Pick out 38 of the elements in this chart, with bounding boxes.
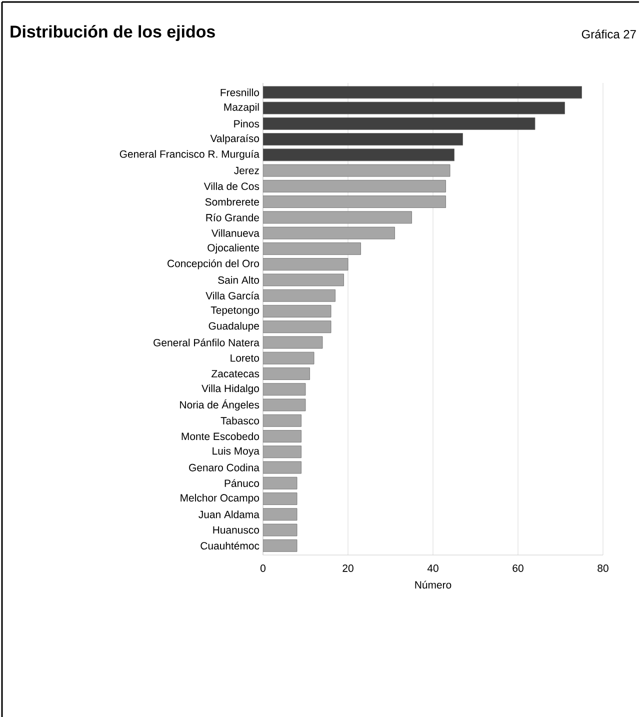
text: Gráfica 27 — [582, 30, 636, 38]
y-tick-label: General Francisco R. Murguía — [120, 150, 260, 160]
y-tick-label: Genaro Codina — [189, 464, 260, 472]
y-tick-label: Villa de Cos — [204, 182, 260, 190]
y-tick-label: Jerez — [234, 166, 259, 174]
y-tick-label: Sain Alto — [218, 276, 260, 284]
y-tick-label: Valparaíso — [210, 134, 260, 144]
x-tick-label: 60 — [512, 564, 524, 572]
y-tick-label: Zacatecas — [212, 370, 260, 378]
y-tick-label: Monte Escobedo — [182, 432, 260, 440]
y-tick-label: Loreto — [230, 354, 260, 362]
y-tick-label: Juan Aldama — [198, 510, 260, 518]
y-tick-label: Fresnillo — [220, 88, 260, 96]
y-tick-label: Huanusco — [213, 526, 260, 534]
x-tick-label: 80 — [598, 564, 608, 572]
x-axis-title: Número — [415, 580, 452, 589]
y-tick-label: Tabasco — [220, 416, 260, 424]
y-tick-label: Concepción del Oro — [168, 259, 260, 270]
y-tick-label: Pánuco — [224, 479, 260, 488]
y-tick-label: Melchor Ocampo — [180, 494, 260, 504]
x-tick-label: 40 — [427, 564, 438, 572]
y-tick-label: Ojocaliente — [208, 244, 259, 254]
y-tick-label: Villa García — [206, 292, 260, 300]
y-tick-label: General Pánfilo Natera — [154, 338, 260, 346]
y-tick-label: Villanueva — [211, 229, 260, 237]
y-tick-label: Cuauhtémoc — [200, 542, 260, 550]
x-tick-label: 0 — [260, 564, 266, 572]
y-tick-label: Pinos — [234, 120, 260, 128]
y-tick-label: Guadalupe — [208, 322, 259, 332]
y-tick-label: Río Grande — [206, 214, 259, 222]
y-tick-label: Luis Moya — [212, 446, 260, 457]
y-tick-label: Villa Hidalgo — [202, 384, 260, 394]
y-tick-label: Tepetongo — [210, 306, 260, 316]
y-tick-label: Noria de Ángeles — [180, 399, 260, 411]
y-tick-label: Sombrerete — [205, 198, 259, 206]
text: Distribución de los ejidos — [10, 25, 215, 41]
y-tick-label: Mazapil — [224, 103, 259, 113]
x-tick-label: 20 — [342, 564, 354, 572]
